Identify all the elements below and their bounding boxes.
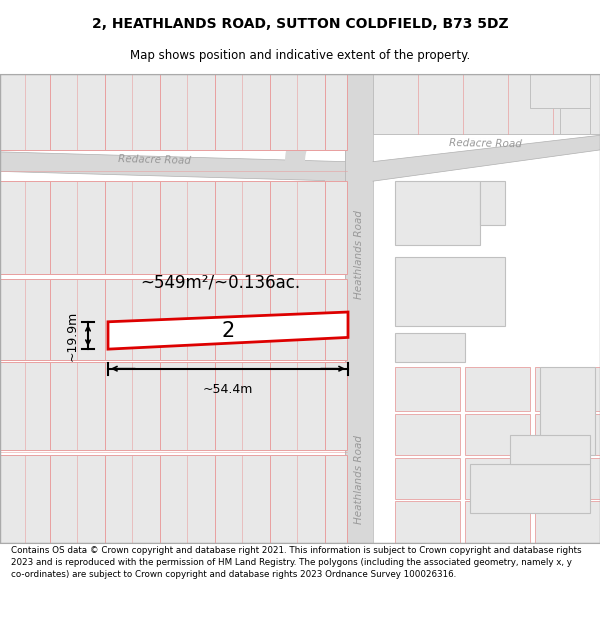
Bar: [325, 279, 347, 360]
Bar: [395, 367, 460, 411]
Text: Heathlands Road: Heathlands Road: [354, 210, 364, 299]
Bar: [510, 435, 590, 464]
Bar: [325, 362, 347, 450]
Bar: [465, 414, 530, 454]
Bar: [0, 181, 50, 274]
Bar: [50, 279, 105, 360]
Bar: [535, 367, 600, 411]
Bar: [270, 279, 325, 360]
Text: Contains OS data © Crown copyright and database right 2021. This information is : Contains OS data © Crown copyright and d…: [11, 546, 581, 579]
Bar: [540, 367, 595, 454]
Bar: [270, 181, 325, 274]
Bar: [395, 501, 460, 542]
Bar: [160, 362, 215, 450]
Bar: [160, 454, 215, 542]
Bar: [535, 501, 600, 542]
Bar: [465, 458, 530, 499]
Bar: [465, 367, 530, 411]
Bar: [270, 362, 325, 450]
Text: ~54.4m: ~54.4m: [203, 383, 253, 396]
Polygon shape: [108, 312, 348, 349]
Bar: [0, 74, 50, 150]
Text: 2, HEATHLANDS ROAD, SUTTON COLDFIELD, B73 5DZ: 2, HEATHLANDS ROAD, SUTTON COLDFIELD, B7…: [92, 17, 508, 31]
Bar: [160, 74, 215, 150]
Polygon shape: [285, 103, 345, 162]
Bar: [50, 181, 105, 274]
Bar: [395, 181, 480, 244]
Text: ~19.9m: ~19.9m: [66, 311, 79, 361]
Bar: [270, 454, 325, 542]
Bar: [325, 162, 345, 181]
Bar: [50, 362, 105, 450]
Bar: [105, 362, 160, 450]
Bar: [325, 74, 347, 150]
Bar: [215, 74, 270, 150]
Bar: [325, 181, 347, 274]
Bar: [105, 279, 160, 360]
Bar: [270, 74, 325, 150]
Bar: [0, 454, 50, 542]
Bar: [470, 464, 590, 513]
Polygon shape: [373, 135, 600, 181]
Bar: [215, 454, 270, 542]
Bar: [530, 74, 590, 108]
Bar: [345, 74, 373, 542]
Bar: [535, 414, 600, 454]
Bar: [215, 279, 270, 360]
Text: ~549m²/~0.136ac.: ~549m²/~0.136ac.: [140, 274, 300, 292]
Text: 2: 2: [221, 321, 235, 341]
Bar: [395, 258, 505, 326]
Bar: [373, 74, 600, 134]
Bar: [395, 332, 465, 362]
Text: Heathlands Road: Heathlands Road: [354, 434, 364, 524]
Polygon shape: [0, 152, 345, 181]
Text: Redacre Road: Redacre Road: [118, 154, 191, 166]
Bar: [105, 74, 160, 150]
Bar: [0, 279, 50, 360]
Bar: [105, 454, 160, 542]
Bar: [160, 279, 215, 360]
Bar: [215, 362, 270, 450]
Bar: [465, 501, 530, 542]
Bar: [50, 74, 105, 150]
Text: Redacre Road: Redacre Road: [448, 138, 521, 150]
Bar: [215, 181, 270, 274]
Bar: [105, 181, 160, 274]
Bar: [560, 108, 590, 134]
Bar: [395, 414, 460, 454]
Bar: [535, 458, 600, 499]
Text: Map shows position and indicative extent of the property.: Map shows position and indicative extent…: [130, 49, 470, 62]
Bar: [325, 454, 347, 542]
Bar: [160, 181, 215, 274]
Bar: [50, 454, 105, 542]
Bar: [0, 362, 50, 450]
Bar: [395, 458, 460, 499]
Bar: [480, 181, 505, 225]
